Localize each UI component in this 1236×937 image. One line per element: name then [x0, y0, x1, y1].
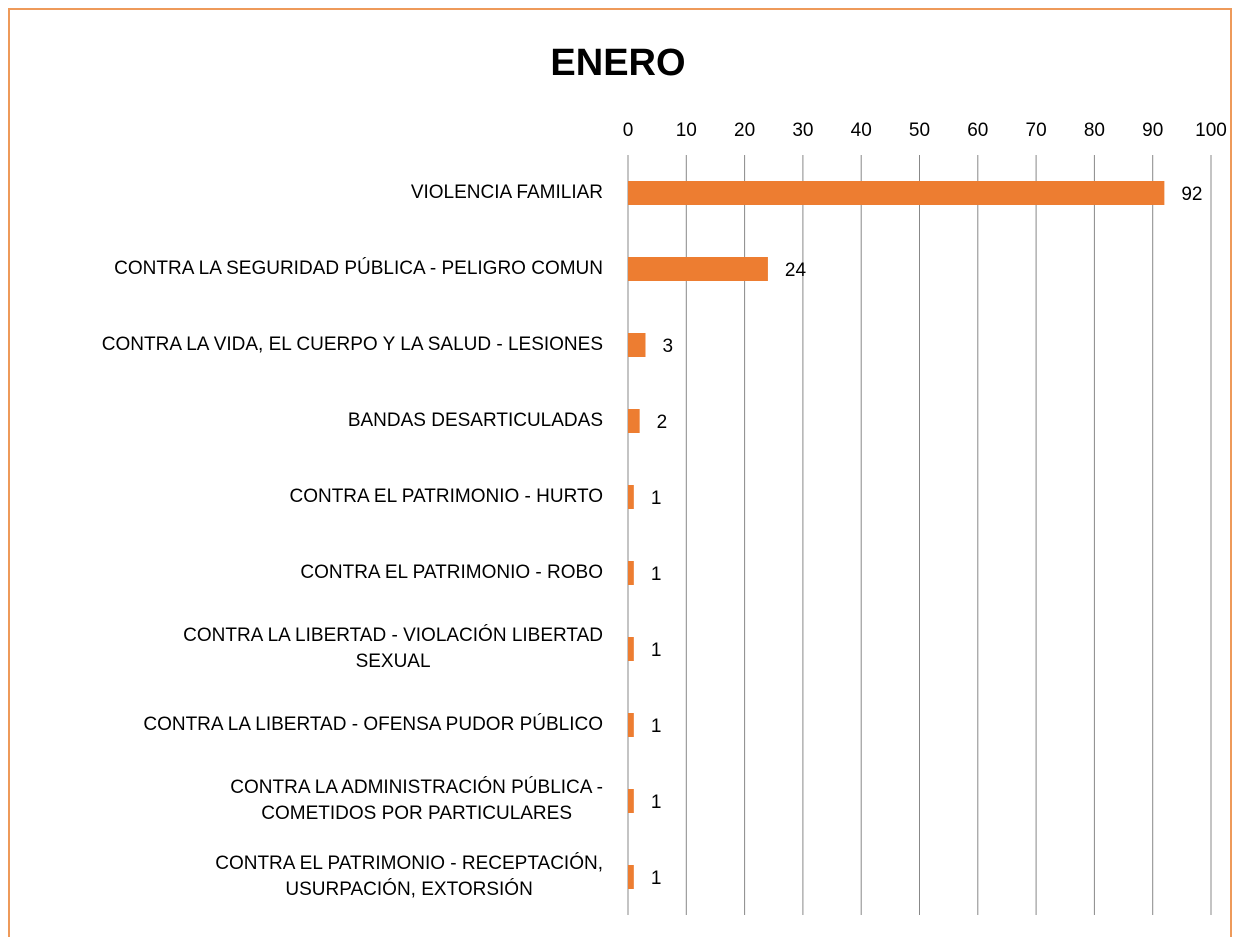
bar [628, 637, 634, 661]
y-tick-label: BANDAS DESARTICULADAS [347, 410, 603, 431]
x-tick-label: 0 [623, 120, 634, 141]
x-tick-label: 10 [676, 120, 697, 141]
bar [628, 257, 768, 281]
y-tick-label: CONTRA LA ADMINISTRACIÓN PÚBLICA - COMET… [230, 777, 603, 824]
data-label: 1 [651, 868, 662, 889]
data-label: 24 [785, 260, 807, 281]
bar [628, 333, 646, 357]
data-label: 1 [651, 488, 662, 509]
data-label: 2 [657, 412, 668, 433]
data-label: 92 [1181, 184, 1202, 205]
data-label: 1 [651, 716, 662, 737]
data-label: 1 [651, 640, 662, 661]
x-tick-label: 20 [734, 120, 755, 141]
x-tick-label: 40 [851, 120, 872, 141]
data-label: 1 [651, 564, 662, 585]
y-tick-label: CONTRA EL PATRIMONIO - HURTO [289, 486, 603, 507]
y-tick-label: CONTRA LA VIDA, EL CUERPO Y LA SALUD - L… [101, 334, 603, 355]
x-tick-label: 30 [792, 120, 813, 141]
y-tick-label: CONTRA LA LIBERTAD - OFENSA PUDOR PÚBLIC… [143, 714, 603, 735]
chart-title: ENERO [550, 42, 686, 84]
bar [628, 561, 634, 585]
bar [628, 865, 634, 889]
data-label: 3 [662, 336, 673, 357]
bar [628, 713, 634, 737]
data-label: 1 [651, 792, 662, 813]
y-tick-label: CONTRA LA LIBERTAD - VIOLACIÓN LIBERTAD … [183, 625, 603, 672]
bar [628, 409, 640, 433]
x-tick-label: 90 [1142, 120, 1163, 141]
bar [628, 789, 634, 813]
bar [628, 181, 1165, 205]
x-tick-label: 70 [1026, 120, 1047, 141]
bar [628, 485, 634, 509]
x-tick-label: 80 [1084, 120, 1105, 141]
y-tick-label: CONTRA LA SEGURIDAD PÚBLICA - PELIGRO CO… [114, 258, 603, 279]
x-tick-label: 50 [909, 120, 930, 141]
y-tick-label: VIOLENCIA FAMILIAR [410, 182, 603, 203]
chart-border [8, 8, 1232, 937]
x-tick-label: 60 [967, 120, 988, 141]
y-tick-label: CONTRA EL PATRIMONIO - RECEPTACIÓN, USUR… [215, 853, 603, 900]
x-tick-label: 100 [1195, 120, 1227, 141]
y-tick-label: CONTRA EL PATRIMONIO - ROBO [300, 562, 603, 583]
